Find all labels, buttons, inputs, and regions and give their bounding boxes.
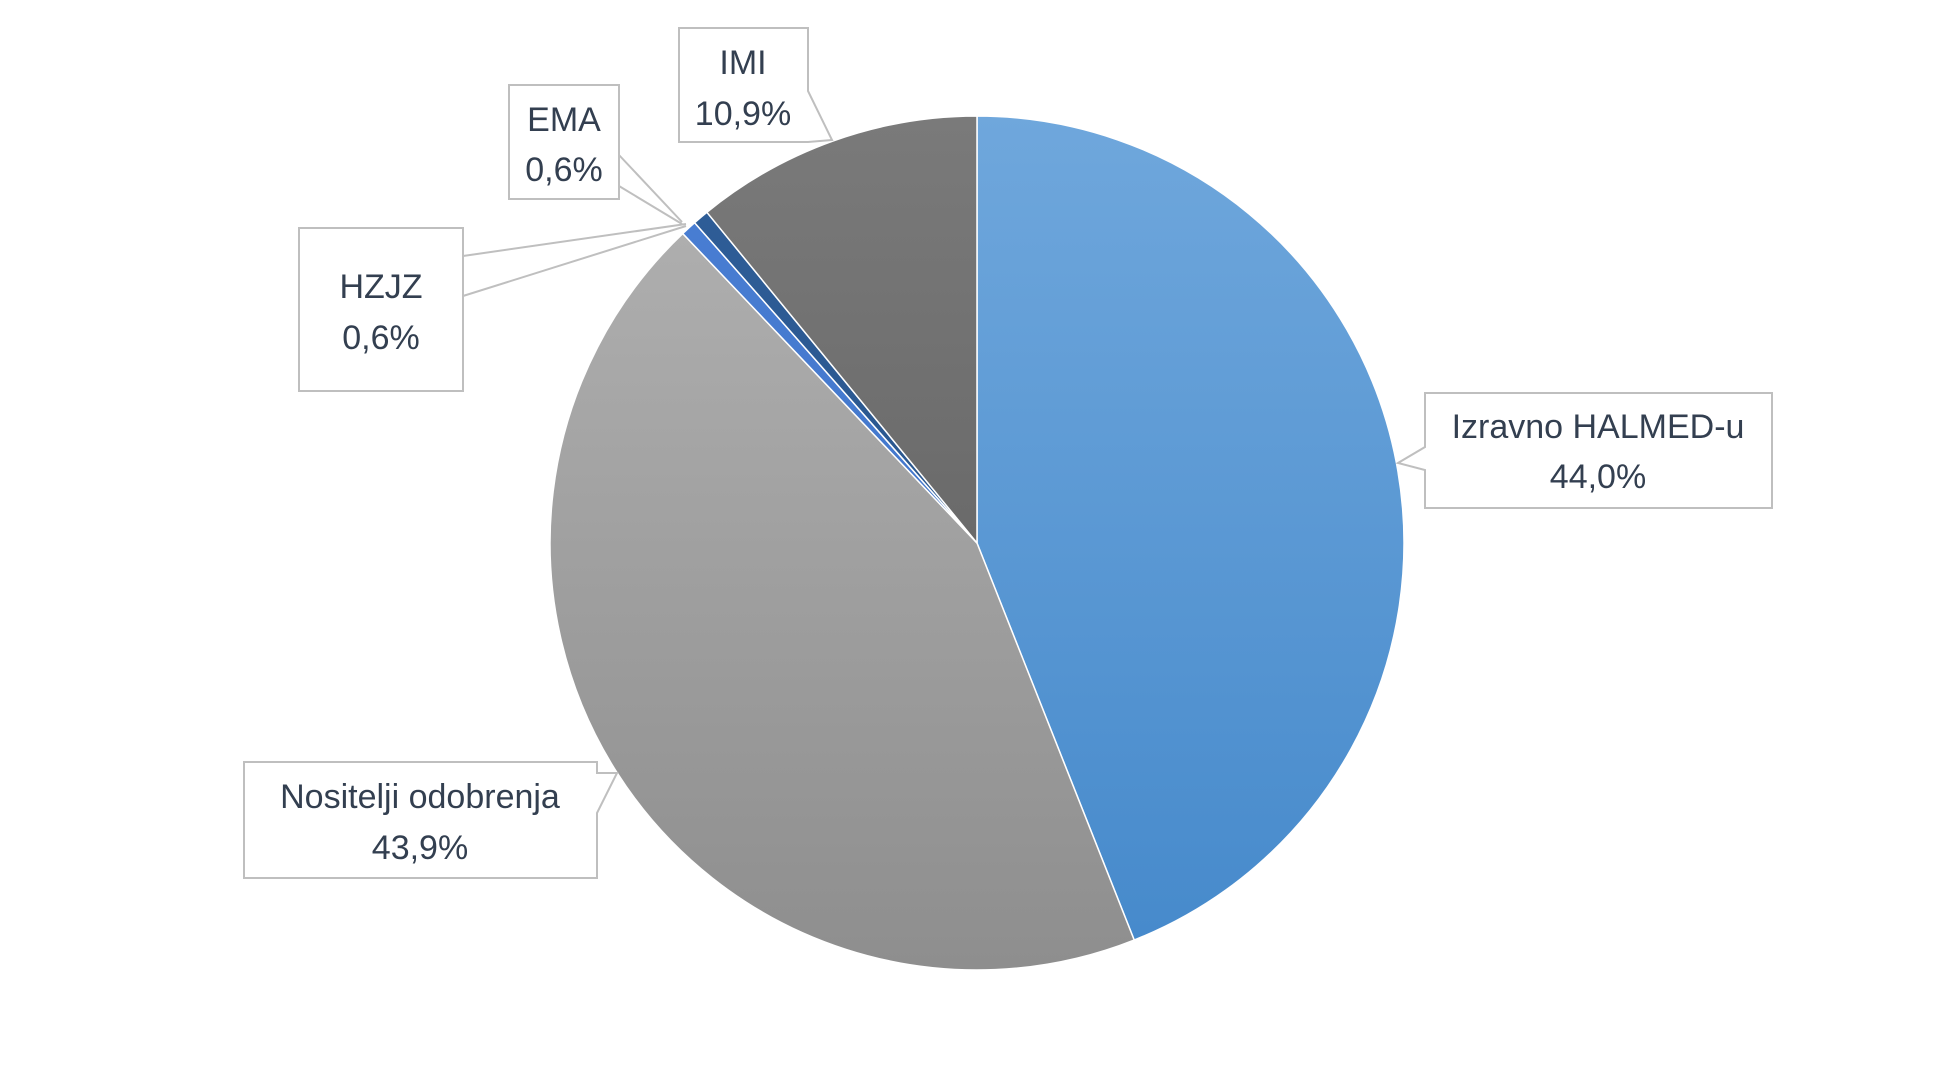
data-label-hzjz: HZJZ 0,6% xyxy=(298,223,687,392)
data-label-value: 10,9% xyxy=(695,95,791,133)
data-labels: Izravno HALMED-u 44,0% Nositelji odobren… xyxy=(243,27,1773,879)
data-label-name: HZJZ xyxy=(339,268,422,306)
data-label-name: Nositelji odobrenja xyxy=(280,778,560,816)
pie-slices xyxy=(549,115,1405,971)
data-label-nositelji-odobrenja: Nositelji odobrenja 43,9% xyxy=(243,761,619,879)
data-label-value: 0,6% xyxy=(342,319,420,357)
data-label-name: Izravno HALMED-u xyxy=(1452,408,1745,446)
data-label-value: 0,6% xyxy=(525,151,603,189)
data-label-name: EMA xyxy=(527,101,601,139)
data-label-ema: EMA 0,6% xyxy=(508,84,683,225)
data-label-value: 44,0% xyxy=(1550,458,1646,496)
pie-slice-imi xyxy=(705,115,978,546)
data-label-name: IMI xyxy=(719,44,766,82)
data-label-value: 43,9% xyxy=(372,829,468,867)
data-label-izravno-halmed: Izravno HALMED-u 44,0% xyxy=(1395,392,1773,509)
data-label-imi: IMI 10,9% xyxy=(678,27,834,143)
